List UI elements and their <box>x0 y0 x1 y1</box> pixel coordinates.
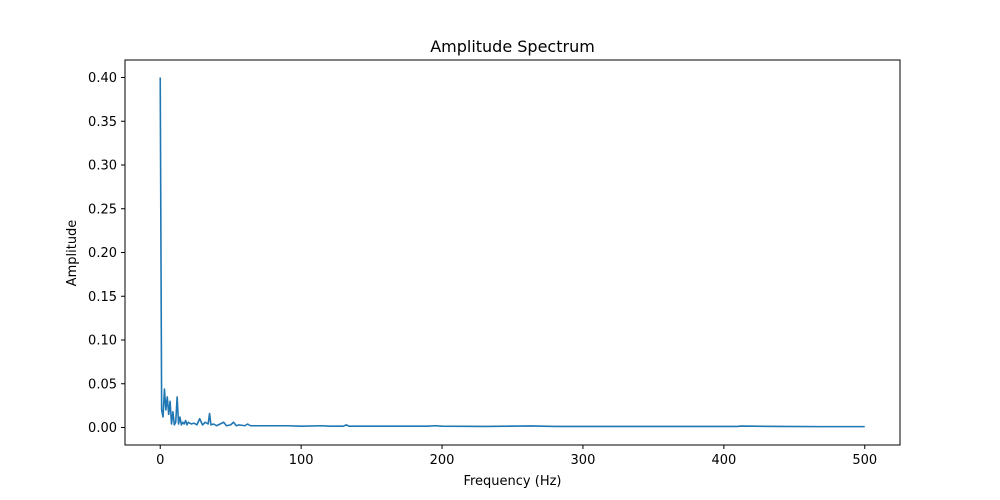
x-axis-label: Frequency (Hz) <box>463 474 561 489</box>
y-tick-label: 0.35 <box>88 115 117 130</box>
y-tick-label: 0.25 <box>88 202 117 217</box>
y-tick-label: 0.30 <box>88 159 117 174</box>
y-tick-label: 0.20 <box>88 246 117 261</box>
x-tick-label: 200 <box>430 453 455 468</box>
plot-area: 0 100 200 300 400 500 0.00 0.05 0.10 0.15 0.20 0.25… <box>88 59 901 468</box>
y-axis-label: Amplitude <box>65 220 80 287</box>
x-tick-label: 400 <box>711 453 736 468</box>
x-tick-label: 0 <box>156 453 164 468</box>
y-tick-label: 0.40 <box>88 71 117 86</box>
chart-title: Amplitude Spectrum <box>430 37 595 56</box>
y-tick-label: 0.00 <box>88 421 117 436</box>
y-tick-label: 0.10 <box>88 334 117 349</box>
y-tick-label: 0.15 <box>88 290 117 305</box>
x-tick-label: 100 <box>289 453 314 468</box>
x-tick-label: 500 <box>852 453 877 468</box>
y-tick-label: 0.05 <box>88 377 117 392</box>
x-tick-label: 300 <box>571 453 596 468</box>
series-line-0 <box>159 77 865 428</box>
